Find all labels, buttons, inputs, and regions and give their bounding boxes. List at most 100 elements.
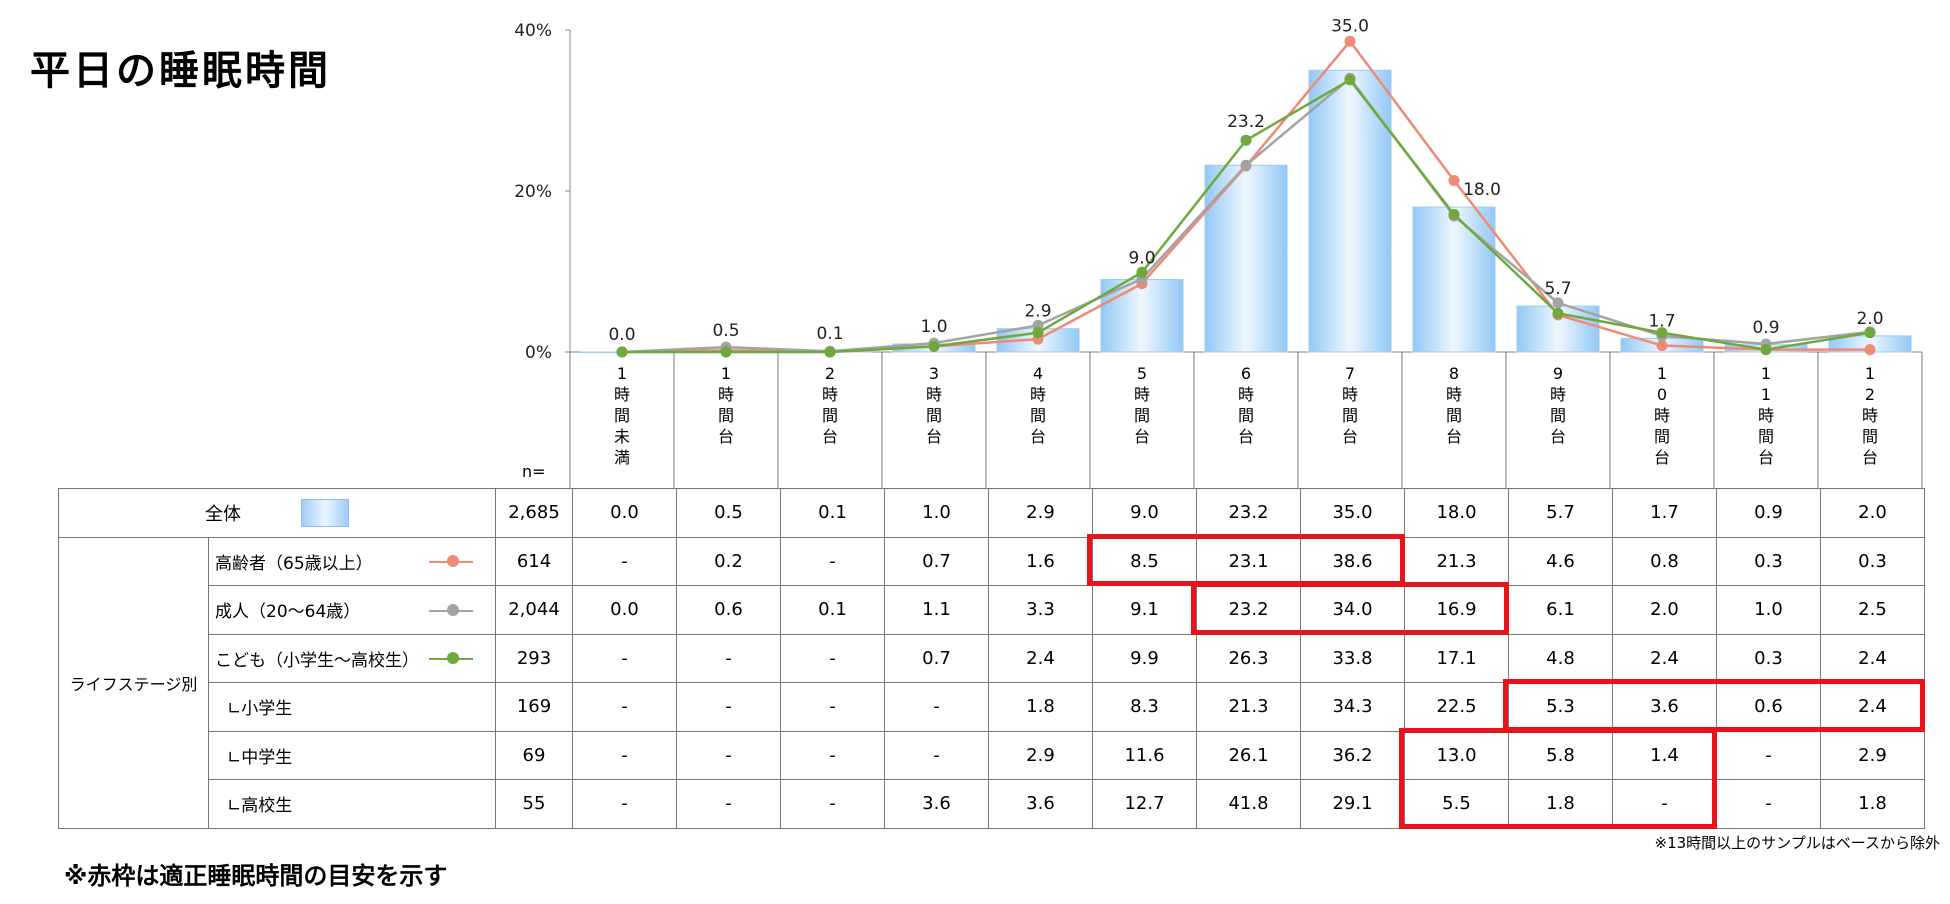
value-cell: 23.2 [1196,585,1301,635]
x-category-glyph: 時 [1238,385,1254,404]
value-cell: 1.8 [1820,779,1925,829]
value-cell: - [572,536,677,586]
x-category-glyph: 台 [1134,427,1150,446]
value-cell: - [780,536,885,586]
x-category-glyph: 時 [614,385,630,404]
x-category-glyph: 間 [1134,406,1150,425]
x-category-glyph: 時 [1654,406,1670,425]
line-point [1656,327,1668,339]
y-tick-label: 0% [525,343,552,363]
bar-data-label: 0.1 [816,324,843,344]
value-cell: 1.0 [1716,585,1821,635]
value-cell: 41.8 [1196,779,1301,829]
line-point [1240,159,1252,171]
x-category-glyph: 6 [1241,364,1251,383]
bar-data-label: 35.0 [1331,16,1369,36]
value-cell: - [572,779,677,829]
value-cell: 9.0 [1092,488,1197,538]
x-category-glyph: 間 [1446,406,1462,425]
line-point [1552,307,1564,319]
x-category-glyph: 台 [1238,427,1254,446]
value-cell: - [676,730,781,780]
note-excluded: ※13時間以上のサンプルはベースから除外 [1654,834,1940,852]
value-cell: 0.0 [572,488,677,538]
value-cell: 21.3 [1196,682,1301,732]
x-category-glyph: 1 [1865,364,1875,383]
value-cell: - [1716,779,1821,829]
x-category-label: 8 時間台 [1446,364,1462,446]
value-cell: 35.0 [1300,488,1405,538]
value-cell: 18.0 [1404,488,1509,538]
value-cell: 0.1 [780,585,885,635]
value-cell: 5.7 [1508,488,1613,538]
value-cell: 1.7 [1612,488,1717,538]
x-category-glyph: 間 [926,406,942,425]
stage-label: ライフステージ別 [58,536,209,829]
x-category-label: 1 時間台 [718,364,734,446]
x-category-glyph: 時 [1134,385,1150,404]
x-category-glyph: 未 [614,427,630,446]
value-cell: 12.7 [1092,779,1197,829]
x-category-glyph: 台 [1862,448,1878,467]
value-cell: 38.6 [1300,536,1405,586]
bar-data-label: 1.7 [1648,311,1675,331]
line-point [616,346,628,358]
line-point [1344,35,1356,47]
line-point [824,346,836,358]
x-category-label: 9 時間台 [1550,364,1566,446]
x-category-glyph: 間 [1342,406,1358,425]
value-cell: 13.0 [1404,730,1509,780]
value-cell: - [572,730,677,780]
line-point [928,340,940,352]
value-cell: 0.8 [1612,536,1717,586]
n-cell: 169 [495,682,573,732]
legend-dot-swatch [447,603,459,616]
value-cell: 0.3 [1716,633,1821,683]
x-category-glyph: 時 [1030,385,1046,404]
x-category-glyph: 時 [822,385,838,404]
line-series-group [616,35,1876,358]
n-cell: 2,685 [495,488,573,538]
bar-data-label: 18.0 [1463,180,1501,200]
value-cell: 16.9 [1404,585,1509,635]
value-cell: 0.3 [1716,536,1821,586]
value-cell: 9.1 [1092,585,1197,635]
bar [1412,206,1496,353]
value-cell: 1.8 [988,682,1093,732]
x-category-glyph: 間 [1030,406,1046,425]
x-category-glyph: 時 [926,385,942,404]
x-category-label: 2 時間台 [822,364,838,446]
x-category-glyph: 台 [1550,427,1566,446]
x-category-glyph: 台 [926,427,942,446]
line-point [1136,266,1148,278]
x-category-glyph: 1 [617,364,627,383]
value-cell: 26.3 [1196,633,1301,683]
x-category-glyph: 1 [721,364,731,383]
row-label-text: ∟中学生 [227,747,293,768]
x-category-glyph: 2 [825,364,835,383]
x-category-glyph: 台 [718,427,734,446]
bar-data-label: 2.0 [1856,309,1883,329]
n-header: n= [522,462,546,481]
bar-data-label: 9.0 [1128,249,1155,269]
value-cell: 1.4 [1612,730,1717,780]
value-cell: 2.4 [1612,633,1717,683]
table-row: 成人（20～64歳） 2,044 0.0 0.6 0.1 1.1 3.3 9.1 23.2 34.… [59,585,1925,635]
x-category-glyph: 9 [1553,364,1563,383]
line-point [1240,134,1252,146]
value-cell: 29.1 [1300,779,1405,829]
y-tick-label: 40% [514,21,552,41]
x-category-label: 6 時間台 [1238,364,1254,446]
x-category-label: 1 0 時間台 [1654,364,1670,467]
table-row: ∟高校生 55- - -3.6 3.6 12.7 41.8 29.1 5.5 1.8- -1.8 [59,779,1925,829]
bar-data-label: 1.0 [920,317,947,337]
x-category-glyph: 台 [1446,427,1462,446]
line-point [1864,327,1876,339]
data-labels: 0.0 0.5 0.1 1.0 2.9 9.0 23.2 35.0 18.0 5.7 1.7 0.9 2… [608,16,1883,345]
n-cell: 614 [495,536,573,586]
table-row: ライフステージ別 高齢者（65歳以上） 614-0.2-0.7 1.6 8.5 23.1 3… [58,536,1925,829]
n-cell: 69 [495,730,573,780]
value-cell: 3.6 [988,779,1093,829]
table-row: 全体 2,685 0.0 0.5 0.1 1.0 2.9 9.0 23.2 35.0 18.0 5.7… [58,488,1925,538]
value-cell: 33.8 [1300,633,1405,683]
